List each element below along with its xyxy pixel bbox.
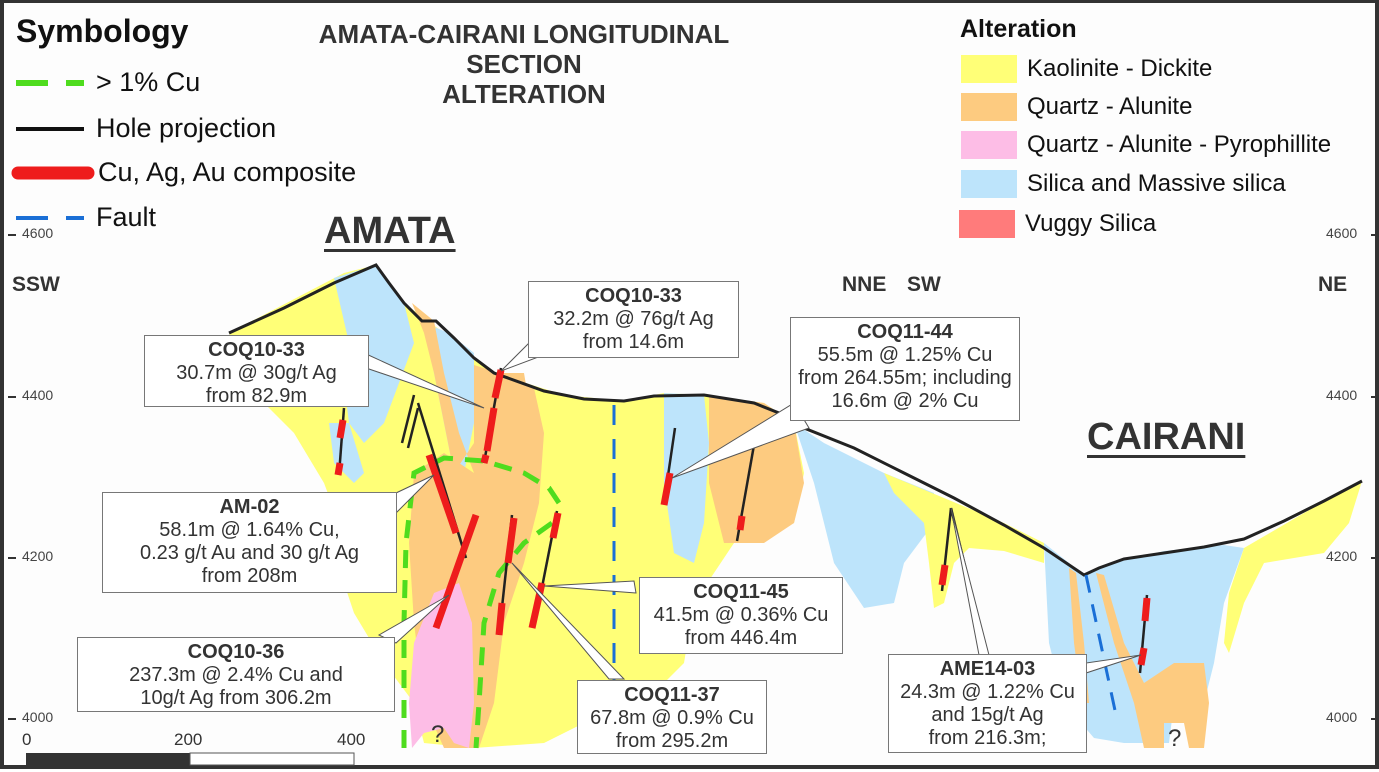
callout-line: from 295.2m	[615, 730, 729, 752]
elevation-tick-left: 4000	[22, 709, 54, 725]
legend-cu-contour: > 1% Cu	[96, 65, 200, 99]
callout-line: from 208m	[201, 565, 298, 587]
kaolinite-zone-cairani-left	[884, 473, 1044, 608]
callout-line: 67.8m @ 0.9% Cu	[590, 707, 754, 729]
callout-coq11-45: COQ11-45 41.5m @ 0.36% Cu from 446.4m	[639, 577, 843, 654]
callout-line: 237.3m @ 2.4% Cu and	[129, 664, 343, 686]
callout-line: from 446.4m	[684, 627, 798, 649]
direction-ssw: SSW	[12, 273, 60, 296]
fault-cairani	[1084, 574, 1118, 716]
alteration-item-kaolinite: Kaolinite - Dickite	[961, 55, 1212, 83]
callout-hole-id: COQ10-33	[585, 285, 682, 307]
pyrophillite-zone	[409, 583, 474, 748]
scale-label: 200	[174, 730, 203, 749]
unknown-marker: ?	[1168, 725, 1182, 752]
legend-fault: Fault	[96, 200, 156, 234]
callout-hole-id: AME14-03	[939, 658, 1036, 680]
callout-coq10-36: COQ10-36 237.3m @ 2.4% Cu and 10g/t Ag f…	[77, 637, 395, 712]
alteration-label: Silica and Massive silica	[1027, 170, 1286, 197]
callout-line: from 14.6m	[582, 331, 685, 353]
callout-line: 58.1m @ 1.64% Cu,	[159, 519, 340, 541]
direction-sw: SW	[907, 273, 941, 296]
alteration-item-quartz-alunite: Quartz - Alunite	[961, 93, 1192, 121]
callout-line: 30.7m @ 30g/t Ag	[176, 362, 337, 384]
callout-coq10-33-b: COQ10-33 32.2m @ 76g/t Ag from 14.6m	[528, 281, 739, 358]
kaolinite-zone-cairani-right	[1224, 481, 1362, 653]
callout-line: 0.23 g/t Au and 30 g/t Ag	[139, 542, 360, 564]
cu-contour-amata-inner	[473, 520, 554, 749]
elevation-tick-right: 4600	[1326, 225, 1358, 241]
elevation-tick-left: 4400	[22, 387, 54, 403]
callout-hole-id: COQ11-45	[693, 581, 789, 603]
alteration-item-vuggy: Vuggy Silica	[959, 210, 1156, 238]
direction-ne: NE	[1318, 273, 1348, 296]
scale-label: 400	[337, 730, 366, 749]
alteration-item-pyrophillite: Quartz - Alunite - Pyrophillite	[961, 131, 1331, 159]
silica-zone-mid	[664, 393, 709, 563]
pyrophillite-swatch	[961, 131, 1017, 159]
callout-am-02: AM-02 58.1m @ 1.64% Cu, 0.23 g/t Au and …	[102, 492, 397, 593]
legend-label: Hole projection	[96, 112, 277, 143]
callout-coq11-44: COQ11-44 55.5m @ 1.25% Cu from 264.55m; …	[790, 317, 1020, 421]
legend-composite: Cu, Ag, Au composite	[98, 155, 356, 189]
callout-coq11-37: COQ11-37 67.8m @ 0.9% Cu from 295.2m	[577, 680, 767, 754]
quartz-alunite-zone-cairani-2	[1096, 573, 1209, 748]
callout-hole-id: COQ11-44	[857, 321, 953, 343]
callout-line: 41.5m @ 0.36% Cu	[653, 604, 829, 626]
legend-label: > 1% Cu	[96, 66, 201, 97]
silica-zone-cairani-left	[794, 423, 934, 608]
callout-hole-id: COQ10-33	[208, 339, 305, 361]
symbology-title: Symbology	[16, 13, 189, 49]
callout-line: from 216.3m;	[928, 727, 1047, 749]
callout-pointers	[363, 332, 1142, 680]
axis-ticks	[8, 234, 1379, 720]
callout-line: 32.2m @ 76g/t Ag	[553, 308, 714, 330]
callout-line: 55.5m @ 1.25% Cu	[817, 344, 993, 366]
title-line-1: AMATA-CAIRANI LONGITUDINAL SECTION	[318, 19, 730, 79]
alteration-title: Alteration	[960, 15, 1077, 43]
elevation-tick-right: 4200	[1326, 548, 1358, 564]
callout-ame14-03: AME14-03 24.3m @ 1.22% Cu and 15g/t Ag f…	[888, 654, 1087, 753]
symbology-swatches	[11, 80, 95, 220]
alteration-label: Kaolinite - Dickite	[1027, 55, 1213, 82]
unknown-marker: ?	[431, 721, 445, 748]
scale-bar	[26, 752, 355, 766]
callout-hole-id: COQ11-37	[624, 684, 720, 706]
silica-swatch	[961, 170, 1017, 198]
alteration-item-silica: Silica and Massive silica	[961, 170, 1286, 198]
elevation-tick-right: 4400	[1326, 387, 1358, 403]
alteration-label: Vuggy Silica	[1025, 210, 1157, 237]
callout-hole-id: AM-02	[219, 496, 280, 518]
callout-line: from 82.9m	[205, 385, 308, 407]
callout-hole-id: COQ10-36	[187, 641, 285, 663]
legend-hole-projection: Hole projection	[96, 111, 276, 145]
vuggy-swatch	[959, 210, 1015, 238]
topography-line	[228, 263, 1363, 577]
alteration-label: Quartz - Alunite	[1027, 93, 1193, 120]
alteration-label: Quartz - Alunite - Pyrophillite	[1027, 131, 1332, 158]
composite-intervals	[334, 369, 1151, 666]
legend-label: Cu, Ag, Au composite	[98, 156, 357, 187]
callout-line: 10g/t Ag from 306.2m	[140, 687, 332, 709]
figure-title: AMATA-CAIRANI LONGITUDINAL SECTION ALTER…	[264, 19, 784, 109]
callout-line: 24.3m @ 1.22% Cu	[900, 681, 1075, 703]
title-line-2: ALTERATION	[442, 79, 606, 109]
region-label-cairani: CAIRANI	[1087, 416, 1246, 458]
region-label-amata: AMATA	[324, 210, 456, 252]
legend-label: Fault	[96, 201, 157, 232]
elevation-tick-left: 4200	[22, 548, 54, 564]
cu-contour-amata	[401, 455, 562, 748]
callout-line: and 15g/t Ag	[931, 704, 1044, 726]
quartz-alunite-swatch	[961, 93, 1017, 121]
elevation-tick-right: 4000	[1326, 709, 1358, 725]
kaolinite-swatch	[961, 55, 1017, 83]
elevation-tick-left: 4600	[22, 225, 54, 241]
scale-label: 0	[22, 730, 32, 749]
callout-line: 16.6m @ 2% Cu	[831, 390, 979, 412]
callout-line: from 264.55m; including	[798, 367, 1012, 389]
callout-coq10-33-a: COQ10-33 30.7m @ 30g/t Ag from 82.9m	[144, 335, 369, 407]
direction-nne: NNE	[842, 273, 887, 296]
silica-zone-amata-2	[329, 423, 364, 483]
